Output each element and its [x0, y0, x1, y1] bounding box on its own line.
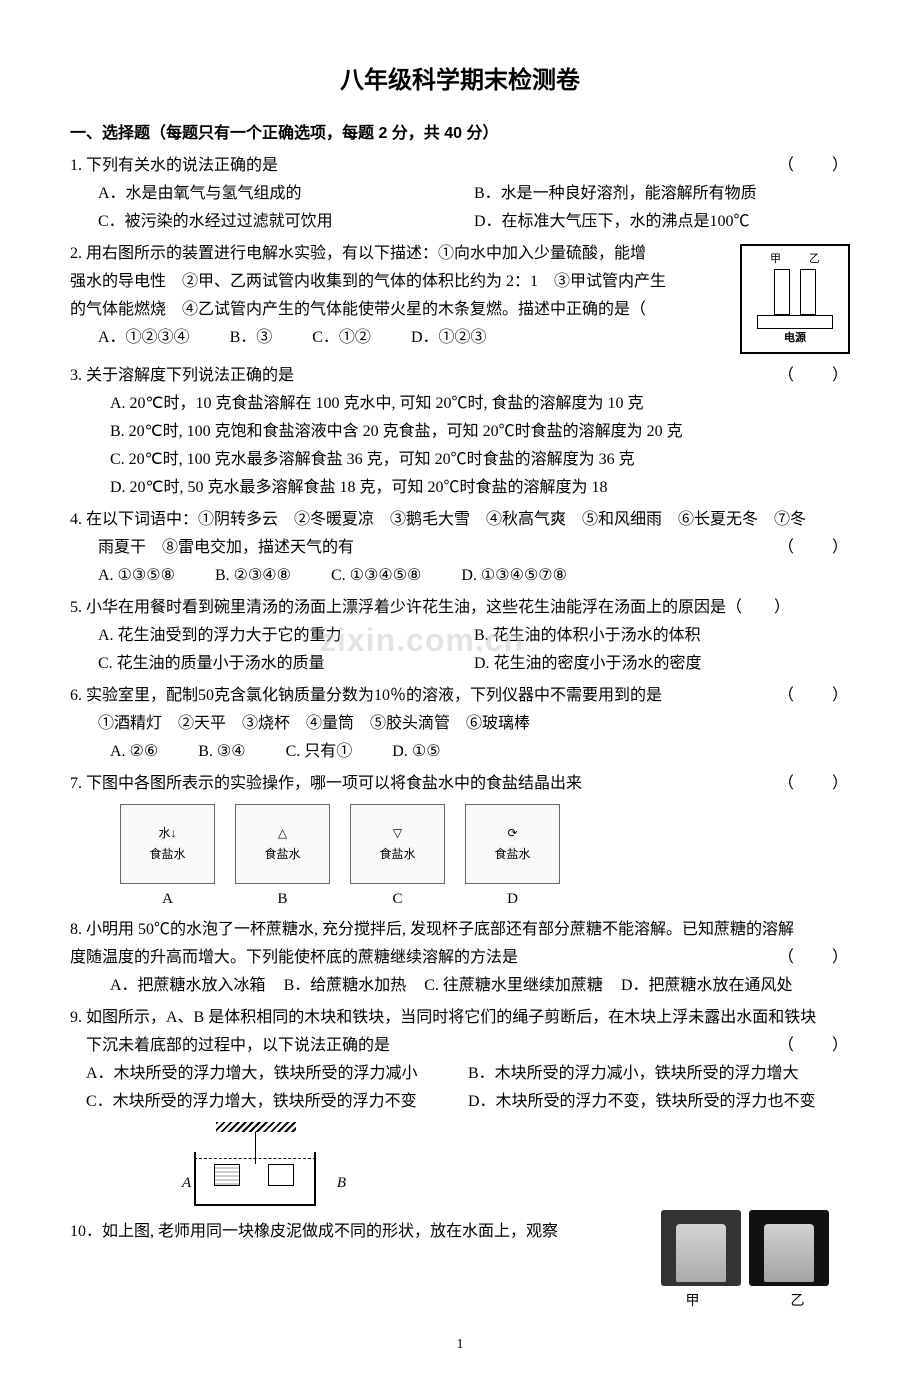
- q2-line1: 2. 用右图所示的装置进行电解水实验，有以下描述：①向水中加入少量硫酸，能增: [70, 240, 850, 268]
- q4-line1: 4. 在以下词语中：①阴转多云 ②冬暖夏凉 ③鹅毛大雪 ④秋高气爽 ⑤和风细雨 …: [70, 506, 850, 534]
- water-container-icon: [194, 1152, 316, 1206]
- exam-title: 八年级科学期末检测卷: [70, 60, 850, 102]
- q2-opt-a: A．①②③④: [98, 324, 190, 352]
- q8-opt-b: B．给蔗糖水加热: [284, 972, 407, 1000]
- q3-stem: 3. 关于溶解度下列说法正确的是: [70, 362, 294, 390]
- answer-paren: （ ）: [778, 770, 850, 798]
- q5-stem: 5. 小华在用餐时看到碗里清汤的汤面上漂浮着少许花生油，这些花生油能浮在汤面上的…: [70, 594, 850, 622]
- q7-fig-c-icon: ▽食盐水: [350, 804, 445, 884]
- q9-opt-d: D．木块所受的浮力不变，铁块所受的浮力也不变: [468, 1088, 850, 1116]
- q6-opt-c: C. 只有①: [286, 738, 353, 766]
- q3-opt-c: C. 20℃时, 100 克水最多溶解食盐 36 克，可知 20℃时食盐的溶解度…: [110, 446, 850, 474]
- q1-opt-b: B．水是一种良好溶剂，能溶解所有物质: [474, 180, 850, 208]
- q7-stem: 7. 下图中各图所表示的实验操作，哪一项可以将食盐水中的食盐结晶出来: [70, 770, 582, 798]
- q10-photo-panel: 甲 乙: [640, 1210, 850, 1315]
- q5-opt-b: B. 花生油的体积小于汤水的体积: [474, 622, 850, 650]
- q2-opt-c: C．①②: [312, 324, 371, 352]
- q1-opt-d: D．在标准大气压下，水的沸点是100℃: [474, 208, 850, 236]
- q3-opt-d: D. 20℃时, 50 克水最多溶解食盐 18 克，可知 20℃时食盐的溶解度为…: [110, 474, 850, 502]
- q6-list: ①酒精灯 ②天平 ③烧杯 ④量筒 ⑤胶头滴管 ⑥玻璃棒: [70, 710, 850, 738]
- block-a-label: A: [182, 1170, 191, 1196]
- electrolysis-diagram: 甲 乙 电源: [740, 244, 850, 354]
- q4-opt-c: C. ①③④⑤⑧: [331, 562, 421, 590]
- q9-diagram: A B: [180, 1122, 850, 1212]
- question-6: 6. 实验室里，配制50克含氯化钠质量分数为10％的溶液，下列仪器中不需要用到的…: [70, 682, 850, 766]
- q4-opt-b: B. ②③④⑧: [215, 562, 291, 590]
- q8-opt-c: C. 往蔗糖水里继续加蔗糖: [424, 972, 603, 1000]
- q5-opt-d: D. 花生油的密度小于汤水的密度: [474, 650, 850, 678]
- q10-cup-right-icon: [749, 1210, 829, 1286]
- water-line-icon: [194, 1158, 316, 1159]
- q1-stem: 1. 下列有关水的说法正确的是: [70, 152, 278, 180]
- q8-opt-d: D．把蔗糖水放在通风处: [621, 972, 793, 1000]
- q4-opt-d: D. ①③④⑤⑦⑧: [461, 562, 567, 590]
- page-number: 1: [70, 1333, 850, 1358]
- q9-line1: 9. 如图所示，A、B 是体积相同的木块和铁块，当同时将它们的绳子剪断后，在木块…: [70, 1004, 850, 1032]
- q5-opt-c: C. 花生油的质量小于汤水的质量: [98, 650, 474, 678]
- q7-label-c: C: [350, 886, 445, 912]
- question-1: 1. 下列有关水的说法正确的是 （ ） A．水是由氧气与氢气组成的 B．水是一种…: [70, 152, 850, 236]
- q10-label-left: 甲: [686, 1290, 700, 1315]
- question-7: 7. 下图中各图所表示的实验操作，哪一项可以将食盐水中的食盐结晶出来 （ ） 水…: [70, 770, 850, 912]
- question-8: 8. 小明用 50℃的水泡了一杯蔗糖水, 充分搅拌后, 发现杯子底部还有部分蔗糖…: [70, 916, 850, 1000]
- q6-opt-d: D. ①⑤: [392, 738, 440, 766]
- q8-line2: 度随温度的升高而增大。下列能使杯底的蔗糖继续溶解的方法是: [70, 944, 518, 972]
- power-source-label: 电源: [784, 329, 806, 348]
- answer-paren: （ ）: [778, 682, 850, 710]
- base-icon: [757, 315, 833, 329]
- q8-line1: 8. 小明用 50℃的水泡了一杯蔗糖水, 充分搅拌后, 发现杯子底部还有部分蔗糖…: [70, 916, 850, 944]
- q9-opt-c: C．木块所受的浮力增大，铁块所受的浮力不变: [86, 1088, 468, 1116]
- q8-opt-a: A．把蔗糖水放入冰箱: [110, 972, 266, 1000]
- question-10: 甲 乙 10．如上图, 老师用同一块橡皮泥做成不同的形状，放在水面上，观察: [70, 1218, 850, 1315]
- q7-label-a: A: [120, 886, 215, 912]
- q2-opt-d: D．①②③: [411, 324, 487, 352]
- q7-fig-a-icon: 水↓食盐水: [120, 804, 215, 884]
- q1-opt-c: C．被污染的水经过过滤就可饮用: [98, 208, 474, 236]
- section-header: 一、选择题（每题只有一个正确选项，每题 2 分，共 40 分）: [70, 120, 850, 148]
- q7-label-b: B: [235, 886, 330, 912]
- answer-paren: （ ）: [778, 534, 850, 562]
- q2-line2: 强水的导电性 ②甲、乙两试管内收集到的气体的体积比约为 2：1 ③甲试管内产生: [70, 268, 850, 296]
- q2-line3: 的气体能燃烧 ④乙试管内产生的气体能使带火星的木条复燃。描述中正确的是（: [70, 296, 850, 324]
- answer-paren: （ ）: [778, 1032, 850, 1060]
- q4-line2: 雨夏干 ⑧雷电交加，描述天气的有: [98, 534, 354, 562]
- q7-figure-row: 水↓食盐水 A △食盐水 B ▽食盐水 C ⟳食盐水 D: [70, 804, 850, 912]
- tube-left-icon: [774, 269, 790, 315]
- tube-right-icon: [800, 269, 816, 315]
- q7-label-d: D: [465, 886, 560, 912]
- q9-opt-a: A．木块所受的浮力增大，铁块所受的浮力减小: [86, 1060, 468, 1088]
- question-5: 5. 小华在用餐时看到碗里清汤的汤面上漂浮着少许花生油，这些花生油能浮在汤面上的…: [70, 594, 850, 678]
- question-4: 4. 在以下词语中：①阴转多云 ②冬暖夏凉 ③鹅毛大雪 ④秋高气爽 ⑤和风细雨 …: [70, 506, 850, 590]
- q5-opt-a: A. 花生油受到的浮力大于它的重力: [98, 622, 474, 650]
- q3-opt-b: B. 20℃时, 100 克饱和食盐溶液中含 20 克食盐，可知 20℃时食盐的…: [110, 418, 850, 446]
- q6-stem: 6. 实验室里，配制50克含氯化钠质量分数为10％的溶液，下列仪器中不需要用到的…: [70, 682, 662, 710]
- tube-label-right: 乙: [809, 250, 820, 269]
- q7-fig-d-icon: ⟳食盐水: [465, 804, 560, 884]
- q4-opt-a: A. ①③⑤⑧: [98, 562, 175, 590]
- block-a-icon: [214, 1164, 240, 1186]
- question-2: 甲 乙 电源 2. 用右图所示的装置进行电解水实验，有以下描述：①向水中加入少量…: [70, 240, 850, 358]
- q3-opt-a: A. 20℃时，10 克食盐溶解在 100 克水中, 可知 20℃时, 食盐的溶…: [110, 390, 850, 418]
- question-3: 3. 关于溶解度下列说法正确的是 （ ） A. 20℃时，10 克食盐溶解在 1…: [70, 362, 850, 502]
- q9-opt-b: B．木块所受的浮力减小，铁块所受的浮力增大: [468, 1060, 850, 1088]
- tube-label-left: 甲: [770, 250, 781, 269]
- q7-fig-b-icon: △食盐水: [235, 804, 330, 884]
- q9-line2: 下沉未着底部的过程中，以下说法正确的是: [86, 1032, 390, 1060]
- q1-opt-a: A．水是由氧气与氢气组成的: [98, 180, 474, 208]
- answer-paren: （ ）: [778, 152, 850, 180]
- block-b-icon: [268, 1164, 294, 1186]
- q2-opt-b: B．③: [230, 324, 273, 352]
- ceiling-hatch-icon: [216, 1122, 296, 1132]
- q6-opt-a: A. ②⑥: [110, 738, 158, 766]
- answer-paren: （ ）: [778, 362, 850, 390]
- answer-paren: （ ）: [778, 944, 850, 972]
- q10-cup-left-icon: [661, 1210, 741, 1286]
- q6-opt-b: B. ③④: [198, 738, 245, 766]
- question-9: 9. 如图所示，A、B 是体积相同的木块和铁块，当同时将它们的绳子剪断后，在木块…: [70, 1004, 850, 1212]
- block-b-label: B: [337, 1170, 346, 1196]
- q10-label-right: 乙: [791, 1290, 805, 1315]
